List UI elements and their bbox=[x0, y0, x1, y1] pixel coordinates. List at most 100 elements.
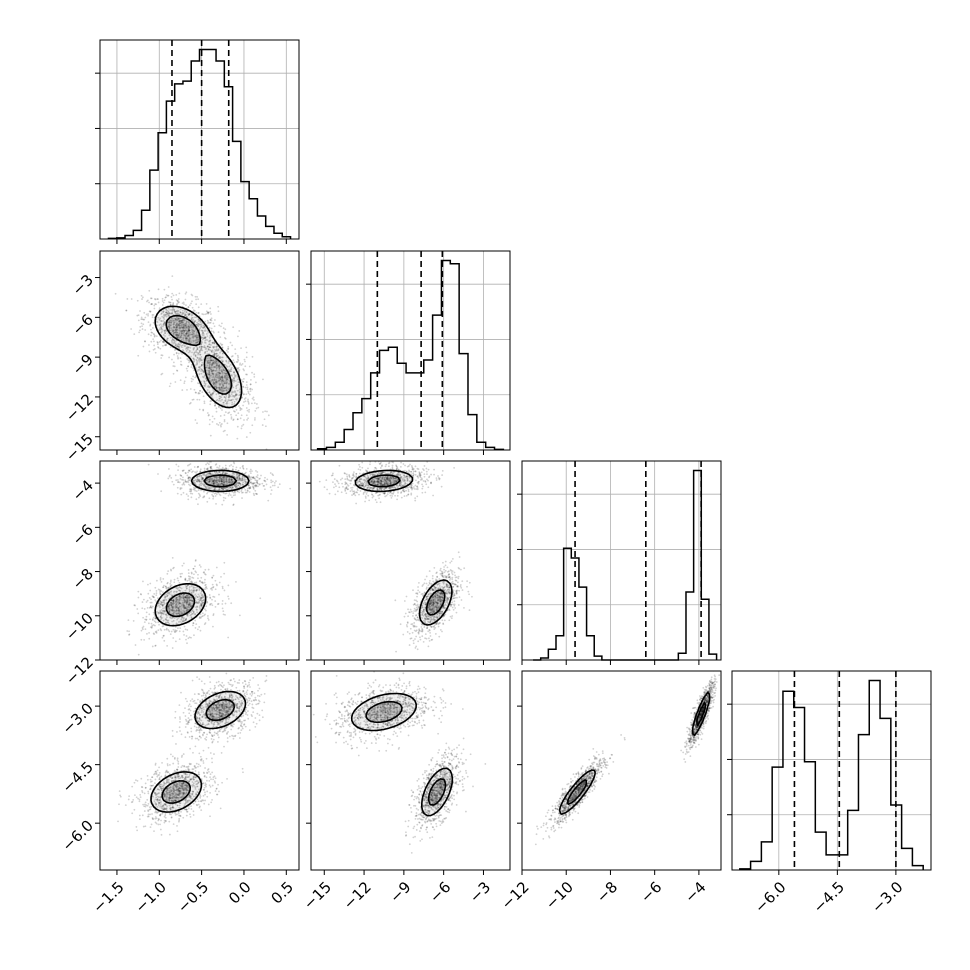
sample-point bbox=[223, 483, 226, 485]
sample-point bbox=[213, 734, 216, 737]
sample-point bbox=[187, 325, 190, 328]
sample-point bbox=[269, 486, 272, 489]
sample-point bbox=[255, 479, 258, 482]
density-cell bbox=[235, 396, 240, 401]
sample-point bbox=[221, 503, 224, 506]
sample-point bbox=[234, 486, 237, 488]
density-cell bbox=[186, 320, 190, 325]
sample-point bbox=[141, 325, 143, 328]
sample-point bbox=[176, 328, 179, 330]
density-cell bbox=[186, 616, 190, 621]
sample-point bbox=[214, 471, 216, 473]
sample-point bbox=[213, 417, 216, 420]
density-cell bbox=[235, 380, 240, 385]
sample-point bbox=[169, 321, 172, 324]
density-cell bbox=[209, 370, 214, 375]
sample-point bbox=[189, 304, 191, 307]
sample-point bbox=[256, 493, 258, 496]
sample-point bbox=[174, 328, 177, 331]
sample-point bbox=[229, 683, 232, 686]
sample-point bbox=[207, 478, 210, 481]
sample-point bbox=[245, 384, 248, 386]
sample-point bbox=[197, 318, 200, 321]
sample-point bbox=[203, 384, 206, 387]
density-cell bbox=[166, 616, 171, 621]
sample-point bbox=[168, 325, 171, 328]
sample-point bbox=[162, 310, 165, 313]
sample-point bbox=[213, 341, 215, 344]
sample-point bbox=[187, 708, 190, 711]
sample-point bbox=[211, 583, 214, 586]
sample-point bbox=[165, 315, 168, 318]
sample-point bbox=[196, 479, 199, 482]
sample-point bbox=[201, 332, 204, 335]
sample-point bbox=[196, 348, 199, 351]
sample-point bbox=[206, 467, 209, 470]
sample-point bbox=[210, 368, 212, 371]
sample-point bbox=[204, 384, 207, 387]
sample-point bbox=[213, 353, 216, 356]
sample-point bbox=[232, 359, 235, 362]
sample-point bbox=[207, 617, 209, 620]
sample-point bbox=[180, 330, 183, 333]
sample-point bbox=[190, 488, 193, 491]
density-cell bbox=[222, 470, 227, 475]
sample-point bbox=[246, 684, 249, 687]
sample-point bbox=[194, 316, 196, 319]
sample-point bbox=[256, 476, 259, 479]
sample-point bbox=[209, 307, 212, 310]
density-cell bbox=[216, 386, 220, 391]
sample-point bbox=[184, 472, 187, 474]
density-cell bbox=[219, 353, 224, 358]
sample-point bbox=[187, 306, 190, 309]
sample-point bbox=[238, 473, 241, 476]
sample-point bbox=[146, 632, 148, 635]
sample-point bbox=[183, 380, 186, 383]
sample-point bbox=[128, 630, 130, 633]
sample-point bbox=[207, 347, 210, 350]
density-cell bbox=[222, 400, 227, 404]
sample-point bbox=[181, 469, 184, 472]
sample-point bbox=[218, 488, 221, 491]
sample-point bbox=[249, 388, 251, 391]
sample-point bbox=[263, 479, 266, 482]
sample-point bbox=[176, 333, 178, 336]
sample-point bbox=[231, 390, 234, 393]
density-cell bbox=[169, 323, 174, 328]
sample-point bbox=[237, 335, 239, 338]
density-cell bbox=[222, 380, 227, 385]
sample-point bbox=[160, 327, 163, 330]
density-cell bbox=[169, 616, 174, 621]
density-cell bbox=[176, 616, 180, 621]
sample-point bbox=[194, 565, 196, 568]
sample-point bbox=[209, 311, 212, 313]
sample-point bbox=[215, 387, 218, 390]
sample-point bbox=[144, 316, 147, 319]
sample-point bbox=[179, 311, 182, 313]
sample-point bbox=[162, 301, 165, 304]
sample-point bbox=[193, 309, 196, 312]
sample-point bbox=[217, 331, 220, 334]
sample-point bbox=[150, 331, 153, 334]
sample-point bbox=[172, 303, 175, 305]
sample-point bbox=[163, 628, 166, 631]
sample-point bbox=[167, 286, 170, 288]
sample-point bbox=[231, 401, 234, 404]
sample-point bbox=[187, 312, 189, 315]
density-cell bbox=[192, 363, 197, 368]
sample-point bbox=[176, 329, 179, 331]
sample-point bbox=[195, 729, 198, 732]
sample-point bbox=[218, 399, 220, 402]
sample-point bbox=[237, 732, 240, 735]
density-cell bbox=[235, 377, 240, 381]
sample-point bbox=[208, 497, 211, 500]
sample-point bbox=[220, 322, 223, 325]
sample-point bbox=[200, 323, 203, 326]
sample-point bbox=[217, 354, 220, 357]
sample-point bbox=[189, 709, 192, 712]
sample-point bbox=[247, 710, 249, 712]
panel-frame bbox=[99, 250, 300, 451]
density-cell bbox=[219, 390, 224, 395]
sample-point bbox=[195, 490, 198, 493]
sample-point bbox=[240, 722, 243, 725]
